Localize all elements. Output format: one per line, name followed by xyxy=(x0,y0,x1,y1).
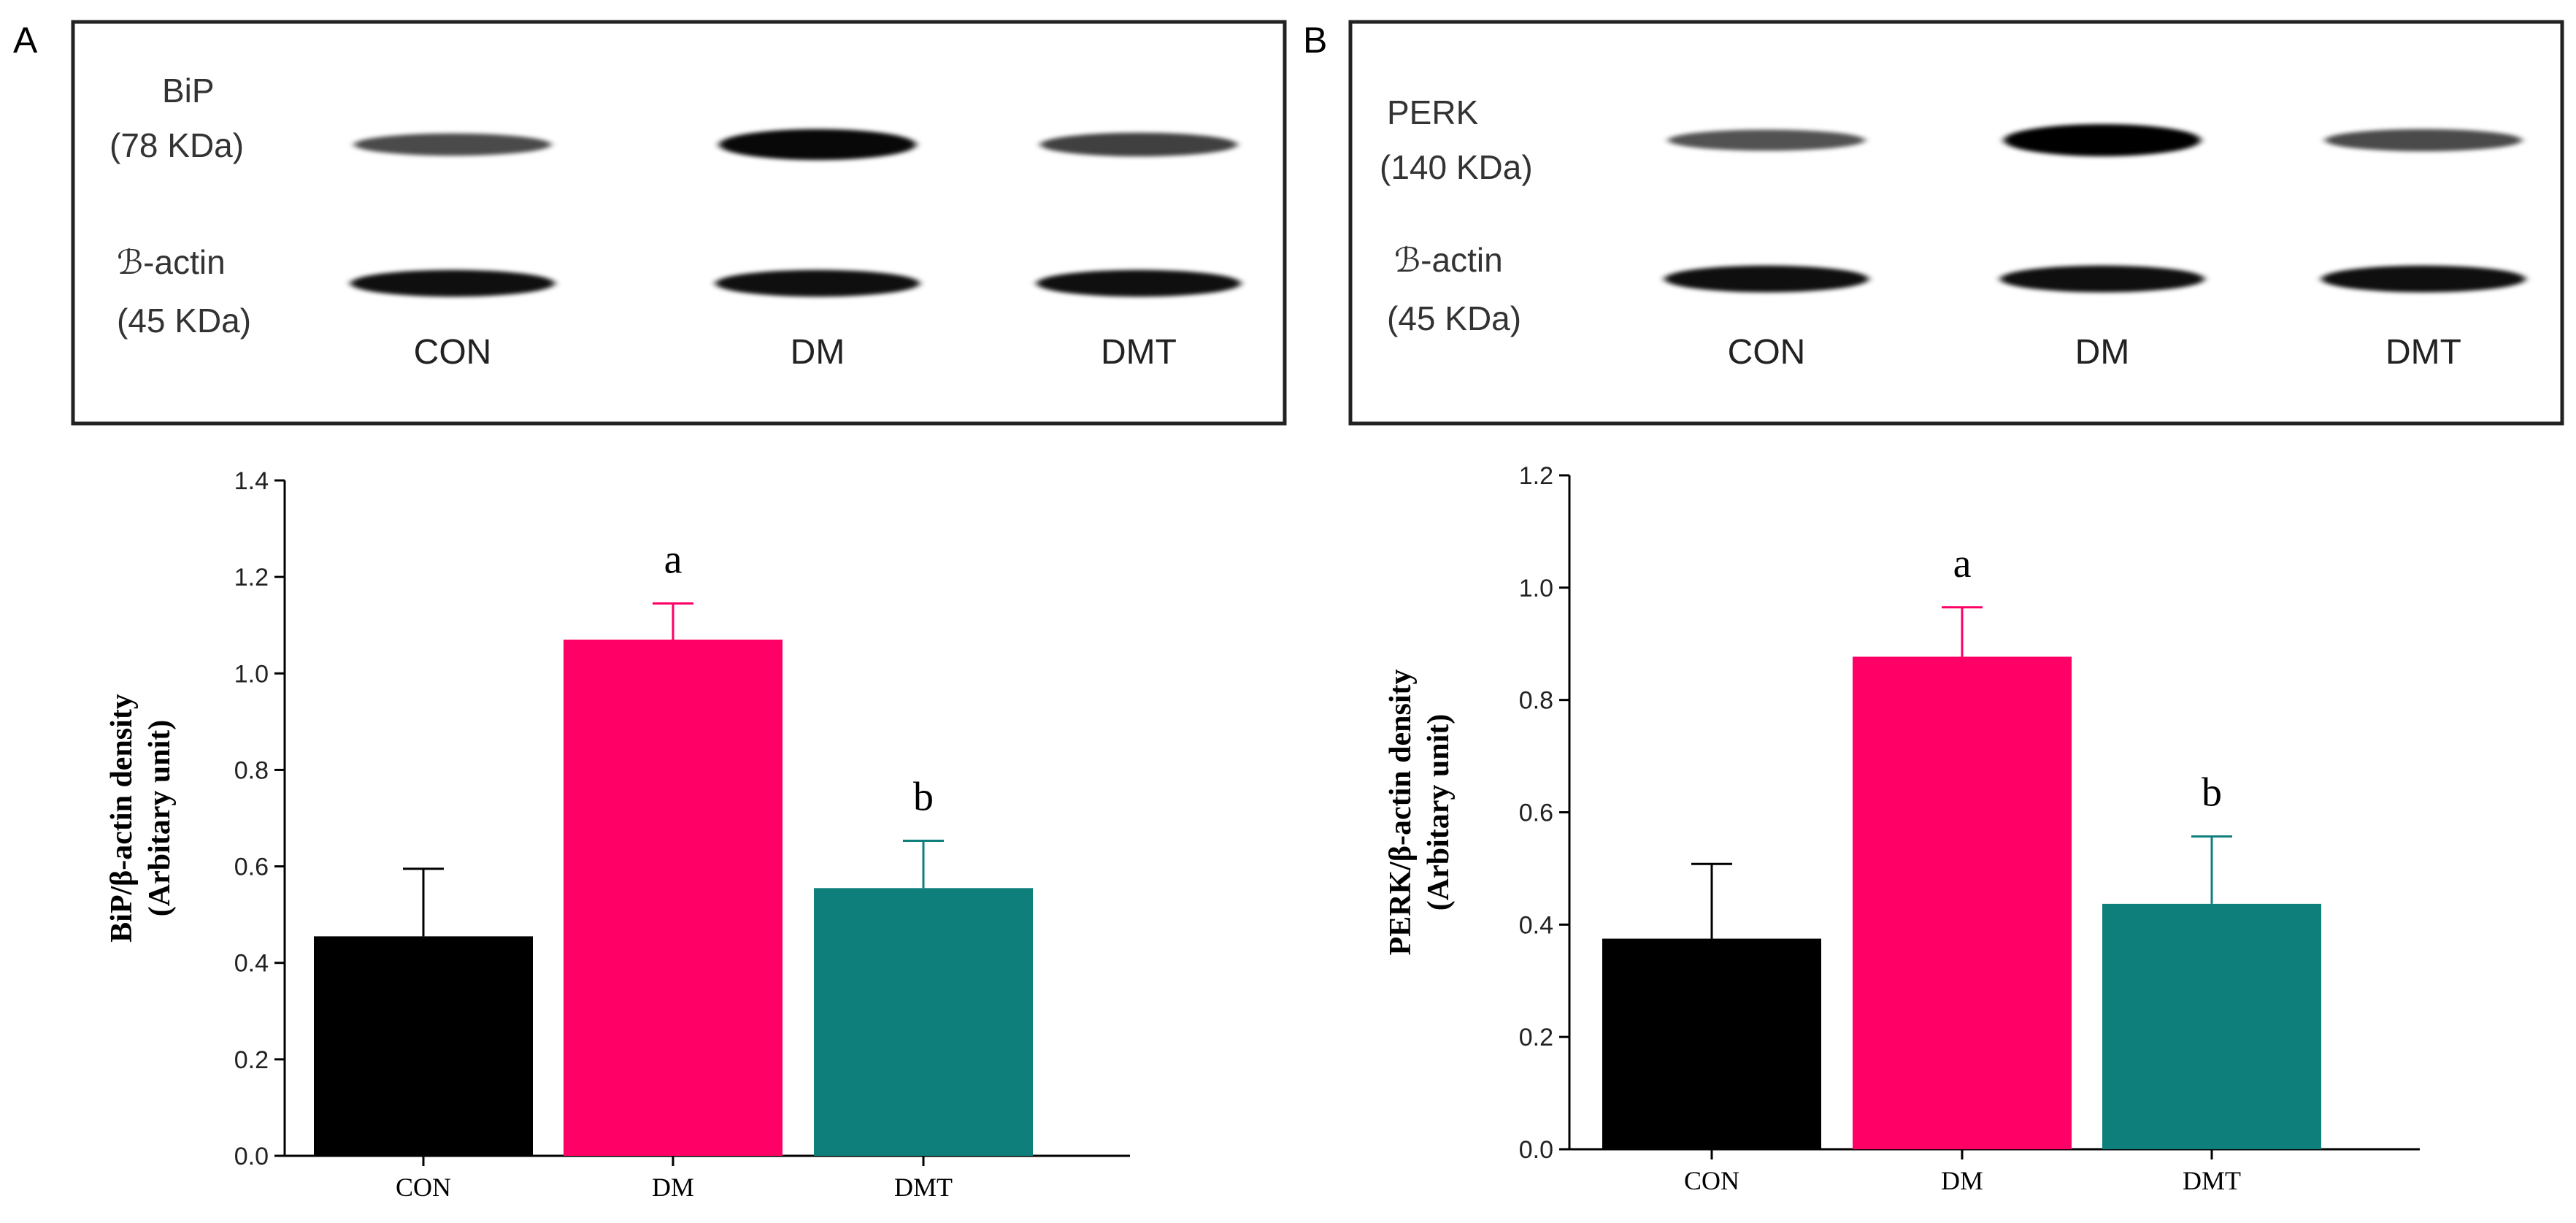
blot-a-control-label: ℬ-actin xyxy=(117,243,226,281)
significance-label-dm: a xyxy=(664,537,683,582)
lane-label-dmt: DMT xyxy=(1101,333,1177,372)
y-tick-label: 0.4 xyxy=(234,950,269,978)
y-tick-label: 0.2 xyxy=(1519,1024,1553,1051)
x-tick-label-dmt: DMT xyxy=(2183,1166,2241,1195)
lane-label-con: CON xyxy=(414,333,492,372)
bar-dmt xyxy=(814,888,1033,1156)
band-control-dmt xyxy=(1037,269,1241,297)
blot-b-control-size: (45 KDa) xyxy=(1387,299,1521,337)
y-tick-label: 1.4 xyxy=(234,467,269,495)
y-tick-label: 1.0 xyxy=(1519,575,1553,602)
band-control-dmt xyxy=(2321,265,2526,293)
y-tick-label: 1.2 xyxy=(234,564,269,591)
y-tick-label: 1.0 xyxy=(234,660,269,688)
blot-frame-a xyxy=(71,20,1287,426)
y-tick-label: 0.8 xyxy=(234,756,269,784)
bar-chart-perk: 0.0 0.2 0.4 0.6 0.8 1.0 1.2 PERK/β-actin densit… xyxy=(1384,462,2420,1195)
y-tick-label: 0.8 xyxy=(1519,687,1553,715)
blot-a-bands xyxy=(350,129,1241,297)
x-tick-label-con: CON xyxy=(1684,1166,1739,1195)
panel-letter-a: A xyxy=(13,20,38,61)
band-control-dm xyxy=(2000,265,2204,293)
band-target-con xyxy=(354,133,551,156)
band-control-con xyxy=(350,269,555,297)
y-tick-label: 1.2 xyxy=(1519,462,1553,490)
blot-frame-b xyxy=(1348,20,2564,426)
significance-label-dm: a xyxy=(1953,541,1972,586)
blot-b-control-label: ℬ-actin xyxy=(1394,241,1503,279)
y-axis-label-unit: (Arbitary unit) xyxy=(143,720,177,916)
blot-b-target-size: (140 KDa) xyxy=(1380,148,1533,186)
blot-a-target-size: (78 KDa) xyxy=(109,126,244,164)
band-target-dm xyxy=(2004,124,2201,156)
y-tick-label: 0.6 xyxy=(234,854,269,881)
y-tick-label: 0.0 xyxy=(1519,1136,1553,1164)
blot-panel-a: A BiP (78 KDa) ℬ-actin (45 KDa) CON DM DMT xyxy=(13,20,1287,426)
bar-con xyxy=(314,936,533,1156)
band-control-con xyxy=(1664,265,1869,293)
blot-b-target-label: PERK xyxy=(1387,93,1479,131)
lane-label-dm: DM xyxy=(791,333,845,372)
x-tick-label-con: CON xyxy=(396,1173,451,1202)
band-target-con xyxy=(1668,129,1865,151)
y-tick-label: 0.6 xyxy=(1519,800,1553,827)
x-tick-label-dm: DM xyxy=(1941,1166,1983,1195)
y-tick-label: 0.4 xyxy=(1519,911,1553,939)
significance-label-dmt: b xyxy=(2202,770,2222,816)
blot-a-control-size: (45 KDa) xyxy=(117,302,251,340)
panel-letter-b: B xyxy=(1303,20,1327,61)
bar-con xyxy=(1602,938,1821,1149)
significance-label-dmt: b xyxy=(913,775,934,820)
blot-a-lane-labels: CON DM DMT xyxy=(414,333,1177,372)
y-axis-label: BiP/β-actin density xyxy=(105,694,139,943)
lane-label-dmt: DMT xyxy=(2385,333,2461,372)
lane-label-con: CON xyxy=(1728,333,1806,372)
blot-b-bands xyxy=(1664,124,2526,293)
band-control-dm xyxy=(715,269,920,297)
band-target-dmt xyxy=(1040,132,1237,157)
y-axis-label: PERK/β-actin density xyxy=(1384,670,1418,956)
bar-dm xyxy=(564,640,783,1156)
y-tick-label: 0.0 xyxy=(234,1143,269,1170)
band-target-dmt xyxy=(2325,129,2522,152)
bar-chart-bip: 0.0 0.2 0.4 0.6 0.8 1.0 1.2 1.4 BiP/β-actin dens… xyxy=(105,467,1130,1202)
band-target-dm xyxy=(719,129,916,161)
bar-dmt xyxy=(2102,903,2321,1149)
x-tick-label-dmt: DMT xyxy=(894,1173,953,1202)
x-tick-label-dm: DM xyxy=(652,1173,694,1202)
y-axis-label-unit: (Arbitary unit) xyxy=(1422,714,1456,910)
blot-panel-b: B PERK (140 KDa) ℬ-actin (45 KDa) CON DM D… xyxy=(1303,20,2564,426)
bar-dm xyxy=(1853,656,2072,1149)
lane-label-dm: DM xyxy=(2075,333,2130,372)
blot-a-target-label: BiP xyxy=(162,72,215,110)
blot-b-lane-labels: CON DM DMT xyxy=(1728,333,2461,372)
y-tick-label: 0.2 xyxy=(234,1046,269,1074)
